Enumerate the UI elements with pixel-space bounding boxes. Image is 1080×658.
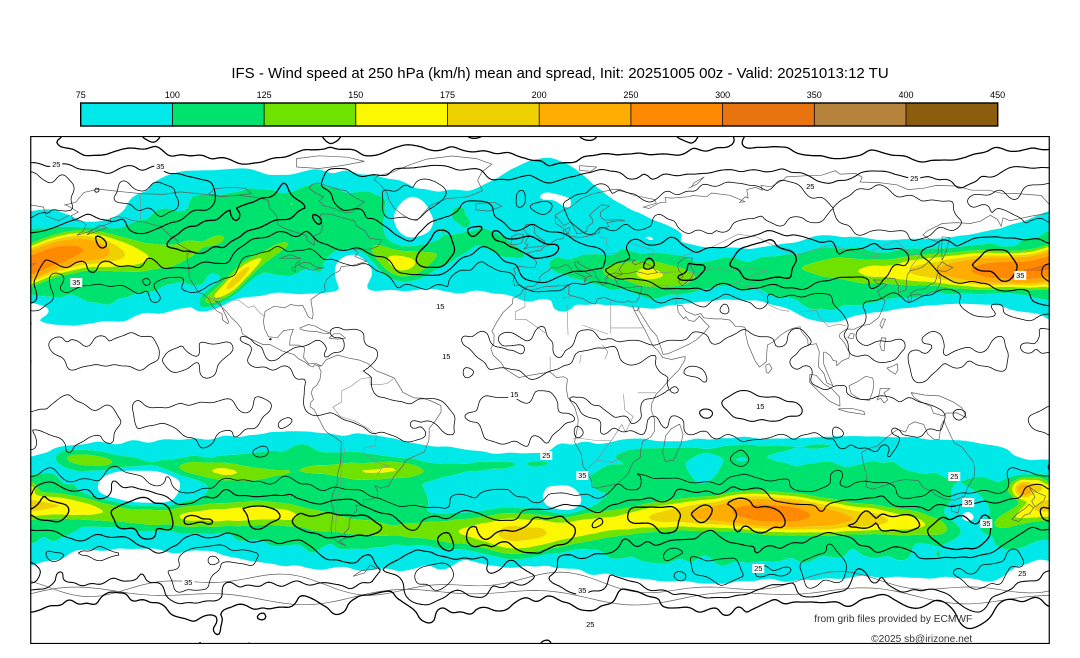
svg-text:25: 25	[52, 160, 60, 169]
svg-text:35: 35	[982, 519, 990, 528]
svg-text:15: 15	[510, 390, 518, 399]
svg-text:©2025 sb@irizone.net: ©2025 sb@irizone.net	[871, 634, 972, 644]
svg-text:35: 35	[184, 578, 192, 587]
svg-text:25: 25	[1018, 569, 1026, 578]
svg-text:15: 15	[756, 402, 764, 411]
svg-text:350: 350	[807, 90, 822, 100]
svg-text:175: 175	[440, 90, 455, 100]
svg-text:100: 100	[165, 90, 180, 100]
svg-text:250: 250	[623, 90, 638, 100]
svg-text:35: 35	[1016, 271, 1024, 280]
svg-text:35: 35	[72, 278, 80, 287]
svg-text:450: 450	[990, 90, 1005, 100]
svg-text:200: 200	[532, 90, 547, 100]
svg-text:35: 35	[578, 586, 586, 595]
svg-text:25: 25	[586, 620, 594, 629]
svg-text:25: 25	[806, 182, 814, 191]
svg-text:15: 15	[436, 302, 444, 311]
svg-text:125: 125	[257, 90, 272, 100]
svg-text:25: 25	[950, 472, 958, 481]
svg-text:150: 150	[348, 90, 363, 100]
svg-text:400: 400	[898, 90, 913, 100]
svg-text:300: 300	[715, 90, 730, 100]
svg-text:from grib files provided by EC: from grib files provided by ECMWF	[814, 614, 972, 625]
svg-text:25: 25	[542, 451, 550, 460]
svg-text:35: 35	[156, 162, 164, 171]
svg-text:15: 15	[442, 352, 450, 361]
svg-text:35: 35	[578, 471, 586, 480]
svg-text:25: 25	[754, 564, 762, 573]
svg-text:25: 25	[910, 174, 918, 183]
svg-text:75: 75	[76, 90, 86, 100]
svg-text:35: 35	[964, 498, 972, 507]
